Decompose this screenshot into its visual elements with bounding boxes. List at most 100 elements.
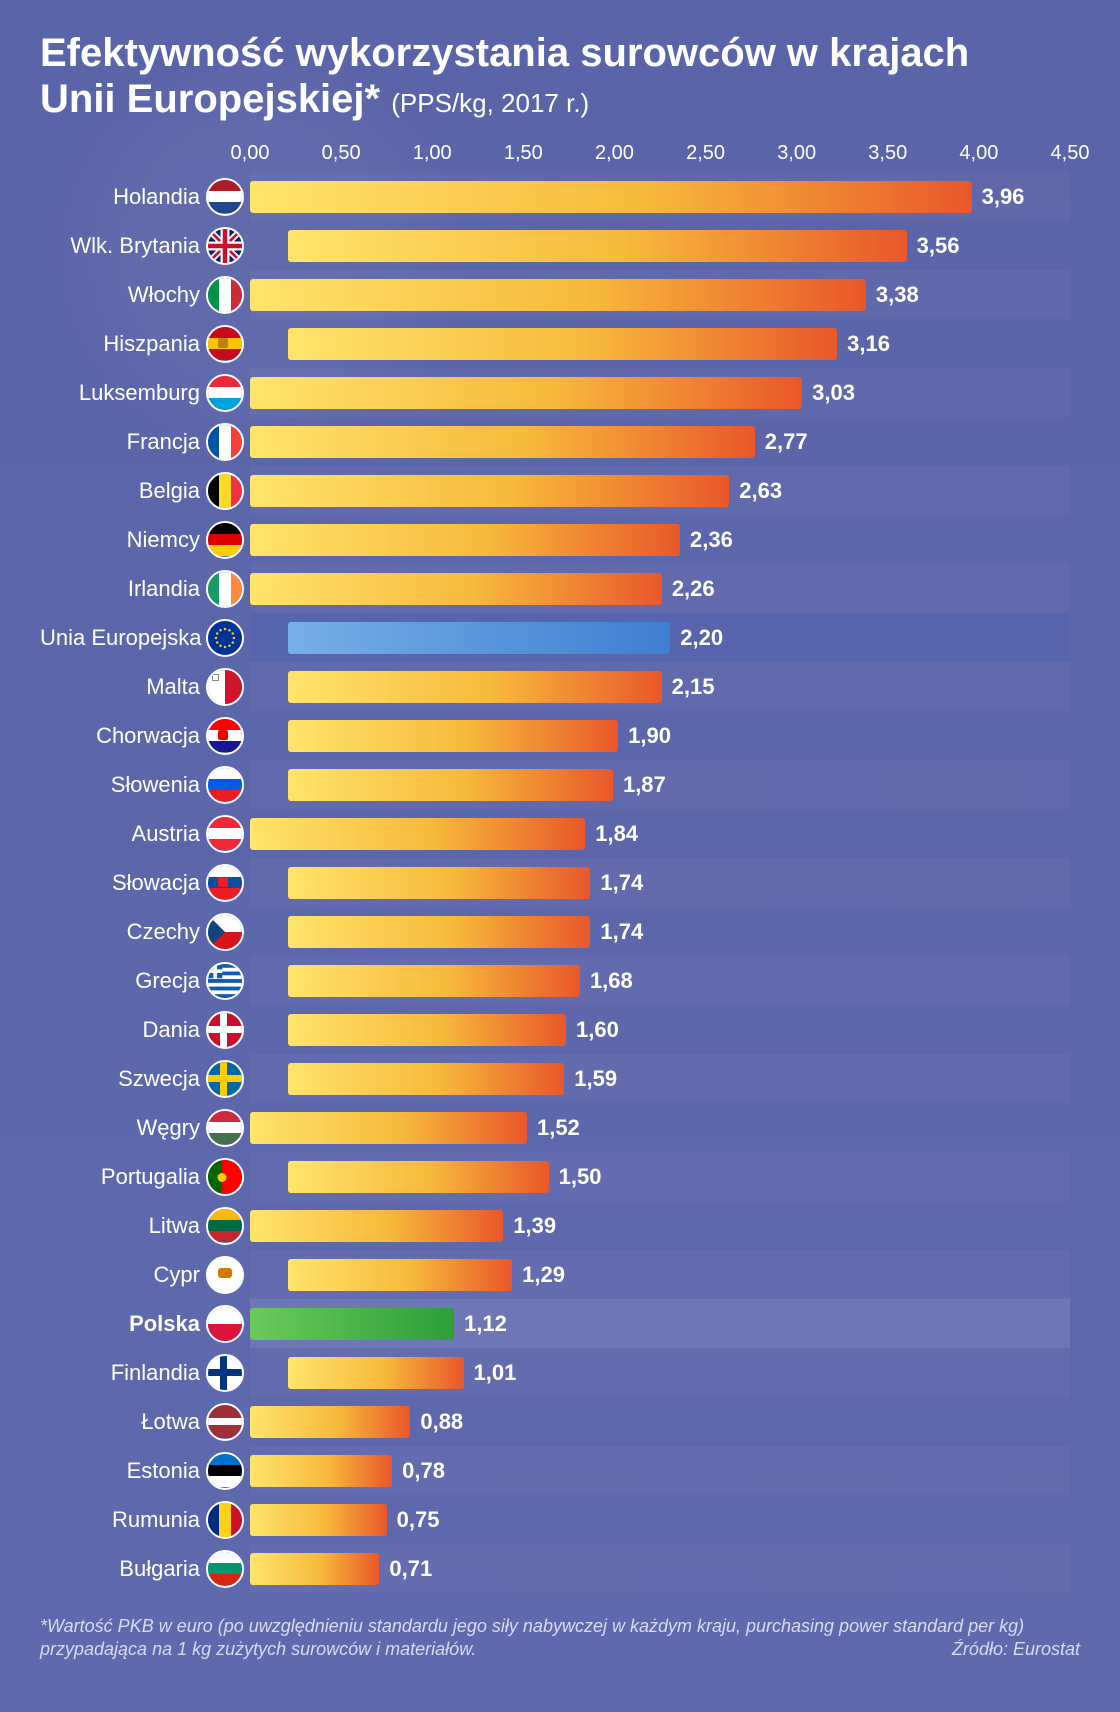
flag-icon: [206, 864, 244, 902]
bar-track: 3,03: [250, 377, 1070, 409]
bar-row: Czechy1,74: [250, 907, 1070, 956]
bar-row: Finlandia1,01: [250, 1348, 1070, 1397]
flag-icon: [206, 717, 244, 755]
country-label: Słowacja: [40, 870, 200, 896]
axis-tick: 0,00: [231, 142, 270, 165]
axis-tick: 4,50: [1051, 142, 1090, 165]
bar-track: 0,88: [250, 1406, 1070, 1438]
bar-track: 1,39: [250, 1210, 1070, 1242]
country-label: Hiszpania: [40, 331, 200, 357]
value-label: 2,77: [765, 429, 808, 455]
value-label: 1,68: [590, 968, 633, 994]
country-label: Finlandia: [40, 1360, 200, 1386]
country-label: Estonia: [40, 1458, 200, 1484]
flag-icon: [206, 374, 244, 412]
bar-row: Niemcy2,36: [250, 515, 1070, 564]
bar-track: 3,96: [250, 181, 1070, 213]
value-label: 1,39: [513, 1213, 556, 1239]
flag-icon: [206, 619, 244, 657]
value-label: 0,71: [389, 1556, 432, 1582]
country-label: Grecja: [40, 968, 200, 994]
value-label: 1,84: [595, 821, 638, 847]
bar: [250, 181, 972, 213]
bar-track: 3,16: [288, 328, 1070, 360]
flag-icon: [206, 962, 244, 1000]
bar-row: Chorwacja1,90: [250, 711, 1070, 760]
bar-track: 3,38: [250, 279, 1070, 311]
country-label: Belgia: [40, 478, 200, 504]
bar: [288, 1014, 566, 1046]
bar-row: Dania1,60: [250, 1005, 1070, 1054]
value-label: 1,29: [522, 1262, 565, 1288]
bar-row: Francja2,77: [250, 417, 1070, 466]
bar: [288, 1161, 549, 1193]
plot-area: 0,000,501,001,502,002,503,003,504,004,50…: [250, 142, 1070, 1593]
country-label: Austria: [40, 821, 200, 847]
bar-track: 1,50: [288, 1161, 1070, 1193]
bar-row: Słowenia1,87: [250, 760, 1070, 809]
country-label: Czechy: [40, 919, 200, 945]
flag-icon: [206, 913, 244, 951]
country-label: Polska: [40, 1311, 200, 1337]
bar-row: Austria1,84: [250, 809, 1070, 858]
flag-icon: [206, 1305, 244, 1343]
value-label: 3,03: [812, 380, 855, 406]
country-label: Słowenia: [40, 772, 200, 798]
bar-track: 2,36: [250, 524, 1070, 556]
bar: [250, 1455, 392, 1487]
value-label: 1,50: [559, 1164, 602, 1190]
bar-row: Węgry1,52: [250, 1103, 1070, 1152]
bar-row: Słowacja1,74: [250, 858, 1070, 907]
axis-tick: 2,00: [595, 142, 634, 165]
bar-rows: Holandia3,96Wlk. Brytania3,56Włochy3,38H…: [250, 172, 1070, 1593]
bar-track: 2,26: [250, 573, 1070, 605]
bar-row: Litwa1,39: [250, 1201, 1070, 1250]
flag-icon: [206, 1550, 244, 1588]
bar: [288, 671, 662, 703]
flag-icon: [206, 1109, 244, 1147]
value-label: 2,15: [672, 674, 715, 700]
bar: [288, 622, 670, 654]
footnote-text: *Wartość PKB w euro (po uwzględnieniu st…: [40, 1616, 1024, 1659]
value-label: 2,20: [680, 625, 723, 651]
bar-track: 1,68: [288, 965, 1070, 997]
country-label: Francja: [40, 429, 200, 455]
flag-icon: [206, 668, 244, 706]
axis-tick: 1,00: [413, 142, 452, 165]
value-label: 1,87: [623, 772, 666, 798]
axis-tick: 3,00: [777, 142, 816, 165]
country-label: Niemcy: [40, 527, 200, 553]
bar: [288, 720, 618, 752]
bar-row: Wlk. Brytania3,56: [250, 221, 1070, 270]
axis-tick: 4,00: [959, 142, 998, 165]
bar-row: Portugalia1,50: [250, 1152, 1070, 1201]
bar-row: Łotwa0,88: [250, 1397, 1070, 1446]
flag-icon: [206, 472, 244, 510]
flag-icon: [206, 1354, 244, 1392]
chart-container: Efektywność wykorzystania surowców w kra…: [0, 0, 1120, 1712]
bar: [250, 1308, 454, 1340]
bar-track: 1,12: [250, 1308, 1070, 1340]
bar: [288, 230, 907, 262]
country-label: Bułgaria: [40, 1556, 200, 1582]
value-label: 1,12: [464, 1311, 507, 1337]
bar-row: Malta2,15: [250, 662, 1070, 711]
bar-track: 0,78: [250, 1455, 1070, 1487]
flag-icon: [206, 1501, 244, 1539]
country-label: Holandia: [40, 184, 200, 210]
bar-row: Rumunia0,75: [250, 1495, 1070, 1544]
bar-track: 1,87: [288, 769, 1070, 801]
value-label: 3,96: [982, 184, 1025, 210]
bar-track: 2,15: [288, 671, 1070, 703]
country-label: Luksemburg: [40, 380, 200, 406]
flag-icon: [206, 766, 244, 804]
bar-track: 2,77: [250, 426, 1070, 458]
bar-track: 1,84: [250, 818, 1070, 850]
bar-row: Cypr1,29: [250, 1250, 1070, 1299]
bar-track: 2,63: [250, 475, 1070, 507]
bar-row: Włochy3,38: [250, 270, 1070, 319]
flag-icon: [206, 1011, 244, 1049]
bar: [288, 916, 590, 948]
bar-row: Szwecja1,59: [250, 1054, 1070, 1103]
value-label: 0,88: [420, 1409, 463, 1435]
